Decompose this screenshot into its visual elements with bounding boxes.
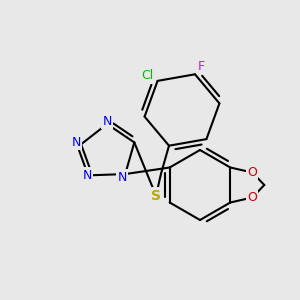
Text: S: S (151, 189, 161, 203)
Text: O: O (248, 166, 257, 179)
Text: O: O (248, 191, 257, 204)
Text: N: N (102, 115, 112, 128)
Text: Cl: Cl (141, 69, 154, 82)
Text: N: N (118, 171, 127, 184)
Text: F: F (197, 60, 205, 73)
Text: N: N (71, 136, 81, 149)
Text: N: N (83, 169, 92, 182)
